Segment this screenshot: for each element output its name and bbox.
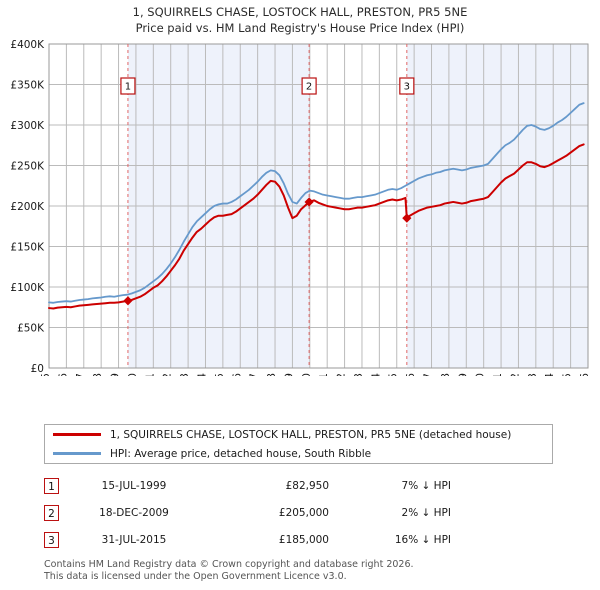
svg-text:2006: 2006 <box>231 373 243 376</box>
transaction-price-3: £185,000 <box>278 533 329 546</box>
transaction-price-2: £205,000 <box>278 506 329 519</box>
svg-text:1998: 1998 <box>92 373 104 376</box>
svg-text:3: 3 <box>404 82 410 93</box>
svg-text:£0: £0 <box>31 363 44 375</box>
transaction-marker-labels: 1 2 3 <box>120 77 415 95</box>
svg-text:2015: 2015 <box>388 373 400 376</box>
svg-text:2014: 2014 <box>370 373 382 376</box>
legend-swatch-hpi <box>53 452 101 455</box>
title-line-2: Price paid vs. HM Land Registry's House … <box>135 21 465 35</box>
legend-label-property: 1, SQUIRRELS CHASE, LOSTOCK HALL, PRESTO… <box>110 428 512 441</box>
svg-text:2003: 2003 <box>179 373 191 376</box>
svg-text:2007: 2007 <box>249 373 261 376</box>
svg-text:1: 1 <box>125 82 131 93</box>
transaction-date-1: 15-JUL-1999 <box>101 479 167 492</box>
svg-text:1999: 1999 <box>110 373 122 376</box>
table-row: 2 18-DEC-2009 £205,000 2% ↓ HPI <box>44 499 514 526</box>
svg-text:2002: 2002 <box>162 373 174 376</box>
title-line-1: 1, SQUIRRELS CHASE, LOSTOCK HALL, PRESTO… <box>132 5 468 19</box>
svg-text:£150K: £150K <box>10 241 45 253</box>
svg-text:2004: 2004 <box>196 373 208 376</box>
svg-text:2022: 2022 <box>509 373 521 376</box>
plot-frame <box>48 43 589 369</box>
transaction-date-3: 31-JUL-2015 <box>101 533 167 546</box>
svg-text:2024: 2024 <box>544 373 556 376</box>
x-axis-labels: 1995 1996 1997 1998 1999 2000 2001 2002 2003 2004… <box>40 373 591 376</box>
svg-text:2026: 2026 <box>579 373 591 376</box>
chart-legend: 1, SQUIRRELS CHASE, LOSTOCK HALL, PRESTO… <box>44 424 553 464</box>
svg-text:2001: 2001 <box>144 373 156 376</box>
svg-text:1996: 1996 <box>57 373 69 376</box>
svg-text:2012: 2012 <box>336 373 348 376</box>
svg-text:£200K: £200K <box>10 201 45 213</box>
svg-text:2025: 2025 <box>562 373 574 376</box>
legend-item-hpi: HPI: Average price, detached house, Sout… <box>45 444 552 463</box>
svg-text:2009: 2009 <box>283 373 295 376</box>
svg-text:1995: 1995 <box>40 373 52 376</box>
svg-text:2: 2 <box>306 82 312 93</box>
table-row: 1 15-JUL-1999 £82,950 7% ↓ HPI <box>44 472 514 499</box>
transaction-price-1: £82,950 <box>285 479 329 492</box>
transaction-delta-3: 16% ↓ HPI <box>394 533 451 546</box>
y-axis-labels: £0 £50K £100K £150K £200K £250K £300K £350K £400… <box>10 39 45 375</box>
svg-text:2010: 2010 <box>301 373 313 376</box>
svg-text:2023: 2023 <box>527 373 539 376</box>
svg-text:£300K: £300K <box>10 120 45 132</box>
svg-text:2017: 2017 <box>423 373 435 376</box>
footer-line-1: Contains HM Land Registry data © Crown c… <box>44 559 414 570</box>
footer-line-2: This data is licensed under the Open Gov… <box>44 571 347 582</box>
svg-text:£50K: £50K <box>17 322 45 334</box>
svg-text:£400K: £400K <box>10 39 45 51</box>
svg-text:£100K: £100K <box>10 282 45 294</box>
svg-text:2020: 2020 <box>475 373 487 376</box>
svg-text:2011: 2011 <box>318 373 330 376</box>
legend-item-property: 1, SQUIRRELS CHASE, LOSTOCK HALL, PRESTO… <box>45 425 552 444</box>
svg-text:1997: 1997 <box>75 373 87 376</box>
transaction-badge-1: 1 <box>44 477 59 494</box>
transaction-badge-2: 2 <box>44 504 59 521</box>
transaction-table: 1 15-JUL-1999 £82,950 7% ↓ HPI 2 18-DEC-… <box>44 472 514 553</box>
series-lines <box>48 102 585 310</box>
legend-swatch-property <box>53 433 101 436</box>
svg-text:2021: 2021 <box>492 373 504 376</box>
svg-text:2019: 2019 <box>457 373 469 376</box>
svg-text:2016: 2016 <box>405 373 417 376</box>
transaction-badge-3: 3 <box>44 531 59 548</box>
svg-text:2005: 2005 <box>214 373 226 376</box>
page-title: 1, SQUIRRELS CHASE, LOSTOCK HALL, PRESTO… <box>0 4 600 36</box>
legend-label-hpi: HPI: Average price, detached house, Sout… <box>110 447 372 460</box>
svg-text:2008: 2008 <box>266 373 278 376</box>
svg-text:2018: 2018 <box>440 373 452 376</box>
svg-text:2000: 2000 <box>127 373 139 376</box>
transaction-delta-1: 7% ↓ HPI <box>401 479 451 492</box>
transaction-delta-2: 2% ↓ HPI <box>401 506 451 519</box>
svg-text:£250K: £250K <box>10 160 45 172</box>
transaction-markers <box>123 197 412 306</box>
svg-text:£350K: £350K <box>10 79 45 91</box>
table-row: 3 31-JUL-2015 £185,000 16% ↓ HPI <box>44 526 514 553</box>
chart-svg: 1 2 3 £0 £50K £100K £150K £200K £250K £300K £350K… <box>10 39 591 376</box>
svg-text:2013: 2013 <box>353 373 365 376</box>
footer-attribution: Contains HM Land Registry data © Crown c… <box>44 559 584 583</box>
transaction-date-2: 18-DEC-2009 <box>99 506 169 519</box>
price-history-chart: 1 2 3 £0 £50K £100K £150K £200K £250K £300K £350K… <box>0 36 600 376</box>
